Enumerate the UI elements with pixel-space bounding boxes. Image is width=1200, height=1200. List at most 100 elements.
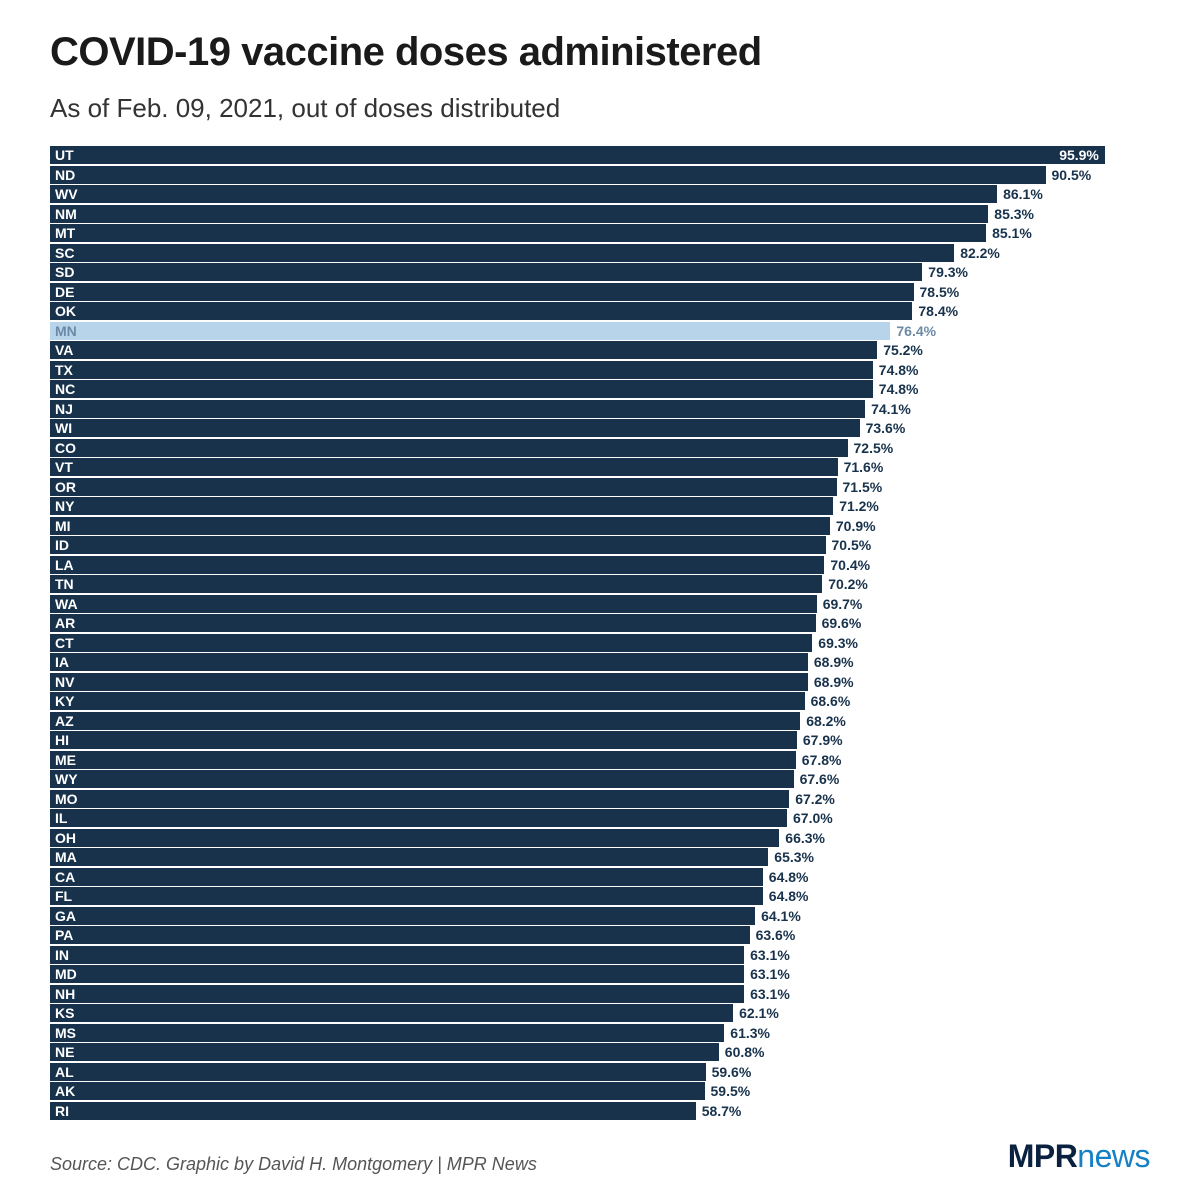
bar: TN70.2% [50,575,822,593]
bar-row: ND 90.5% [50,166,1150,184]
bar-row: RI58.7% [50,1102,1150,1120]
value-label: 85.1% [992,226,1032,240]
state-label: CT [55,636,74,650]
bar-row: MT85.1% [50,224,1150,242]
value-label: 67.8% [802,753,842,767]
value-label: 59.5% [711,1084,751,1098]
bar-row: FL64.8% [50,887,1150,905]
bar: WA69.7% [50,595,817,613]
bar: DE78.5% [50,283,914,301]
value-label: 79.3% [928,265,968,279]
value-label: 70.4% [830,558,870,572]
state-label: ME [55,753,76,767]
bar: CA64.8% [50,868,763,886]
bar: WY67.6% [50,770,794,788]
state-label: IN [55,948,69,962]
value-label: 70.2% [828,577,868,591]
bar: RI58.7% [50,1102,696,1120]
bar: VA75.2% [50,341,877,359]
bar-row: TN 70.2% [50,575,1150,593]
value-label: 70.9% [836,519,876,533]
bar: MD63.1% [50,965,744,983]
bar-row: NJ74.1% [50,400,1150,418]
value-label: 64.8% [769,870,809,884]
state-label: IL [55,811,67,825]
bar: MT85.1% [50,224,986,242]
bar: NV68.9% [50,673,808,691]
bar: SD79.3% [50,263,922,281]
value-label: 90.5% [1052,168,1092,182]
value-label: 68.6% [811,694,851,708]
chart-title: COVID-19 vaccine doses administered [50,30,1150,75]
bar-row: LA 70.4% [50,556,1150,574]
bar-row: MA65.3% [50,848,1150,866]
state-label: LA [55,558,74,572]
bar-row: AK59.5% [50,1082,1150,1100]
bar: MO67.2% [50,790,789,808]
logo-news: news [1077,1138,1150,1174]
state-label: SD [55,265,74,279]
state-label: AL [55,1065,74,1079]
bar-row: AL59.6% [50,1063,1150,1081]
state-label: NJ [55,402,73,416]
bar-row: OR71.5% [50,478,1150,496]
state-label: OR [55,480,76,494]
bar: HI67.9% [50,731,797,749]
value-label: 64.8% [769,889,809,903]
bar-row: GA 64.1% [50,907,1150,925]
value-label: 67.6% [800,772,840,786]
state-label: MD [55,967,77,981]
value-label: 58.7% [702,1104,742,1118]
value-label: 74.8% [879,363,919,377]
bar: WI73.6% [50,419,860,437]
value-label: 63.1% [750,948,790,962]
value-label: 63.1% [750,967,790,981]
value-label: 82.2% [960,246,1000,260]
bar: NH63.1% [50,985,744,1003]
state-label: IA [55,655,69,669]
bar: AL59.6% [50,1063,706,1081]
state-label: TN [55,577,74,591]
bar: OK78.4% [50,302,912,320]
bar-row: NM85.3% [50,205,1150,223]
value-label: 66.3% [785,831,825,845]
footer: Source: CDC. Graphic by David H. Montgom… [50,1138,1150,1175]
state-label: WI [55,421,72,435]
state-label: CA [55,870,75,884]
bar: WV86.1% [50,185,997,203]
value-label: 75.2% [883,343,923,357]
bar-row: TX74.8% [50,361,1150,379]
value-label: 95.9% [1059,148,1099,162]
bar-row: VA75.2% [50,341,1150,359]
state-label: UT [55,148,74,162]
value-label: 71.6% [844,460,884,474]
state-label: OK [55,304,76,318]
bar-row: WV86.1% [50,185,1150,203]
bar-row: DE78.5% [50,283,1150,301]
state-label: AZ [55,714,74,728]
bar: CT69.3% [50,634,812,652]
state-label: GA [55,909,76,923]
state-label: MI [55,519,71,533]
value-label: 63.1% [750,987,790,1001]
value-label: 69.3% [818,636,858,650]
bar-row: CO72.5% [50,439,1150,457]
bar-row: NV68.9% [50,673,1150,691]
value-label: 68.2% [806,714,846,728]
state-label: ND [55,168,75,182]
value-label: 65.3% [774,850,814,864]
chart-subtitle: As of Feb. 09, 2021, out of doses distri… [50,93,1150,124]
state-label: AR [55,616,75,630]
value-label: 78.4% [918,304,958,318]
bar-row: AR69.6% [50,614,1150,632]
value-label: 71.2% [839,499,879,513]
bar: VT71.6% [50,458,838,476]
bar-row: NC74.8% [50,380,1150,398]
value-label: 67.9% [803,733,843,747]
state-label: SC [55,246,74,260]
value-label: 67.0% [793,811,833,825]
value-label: 64.1% [761,909,801,923]
bar: NM85.3% [50,205,988,223]
bar: KY68.6% [50,692,805,710]
value-label: 62.1% [739,1006,779,1020]
